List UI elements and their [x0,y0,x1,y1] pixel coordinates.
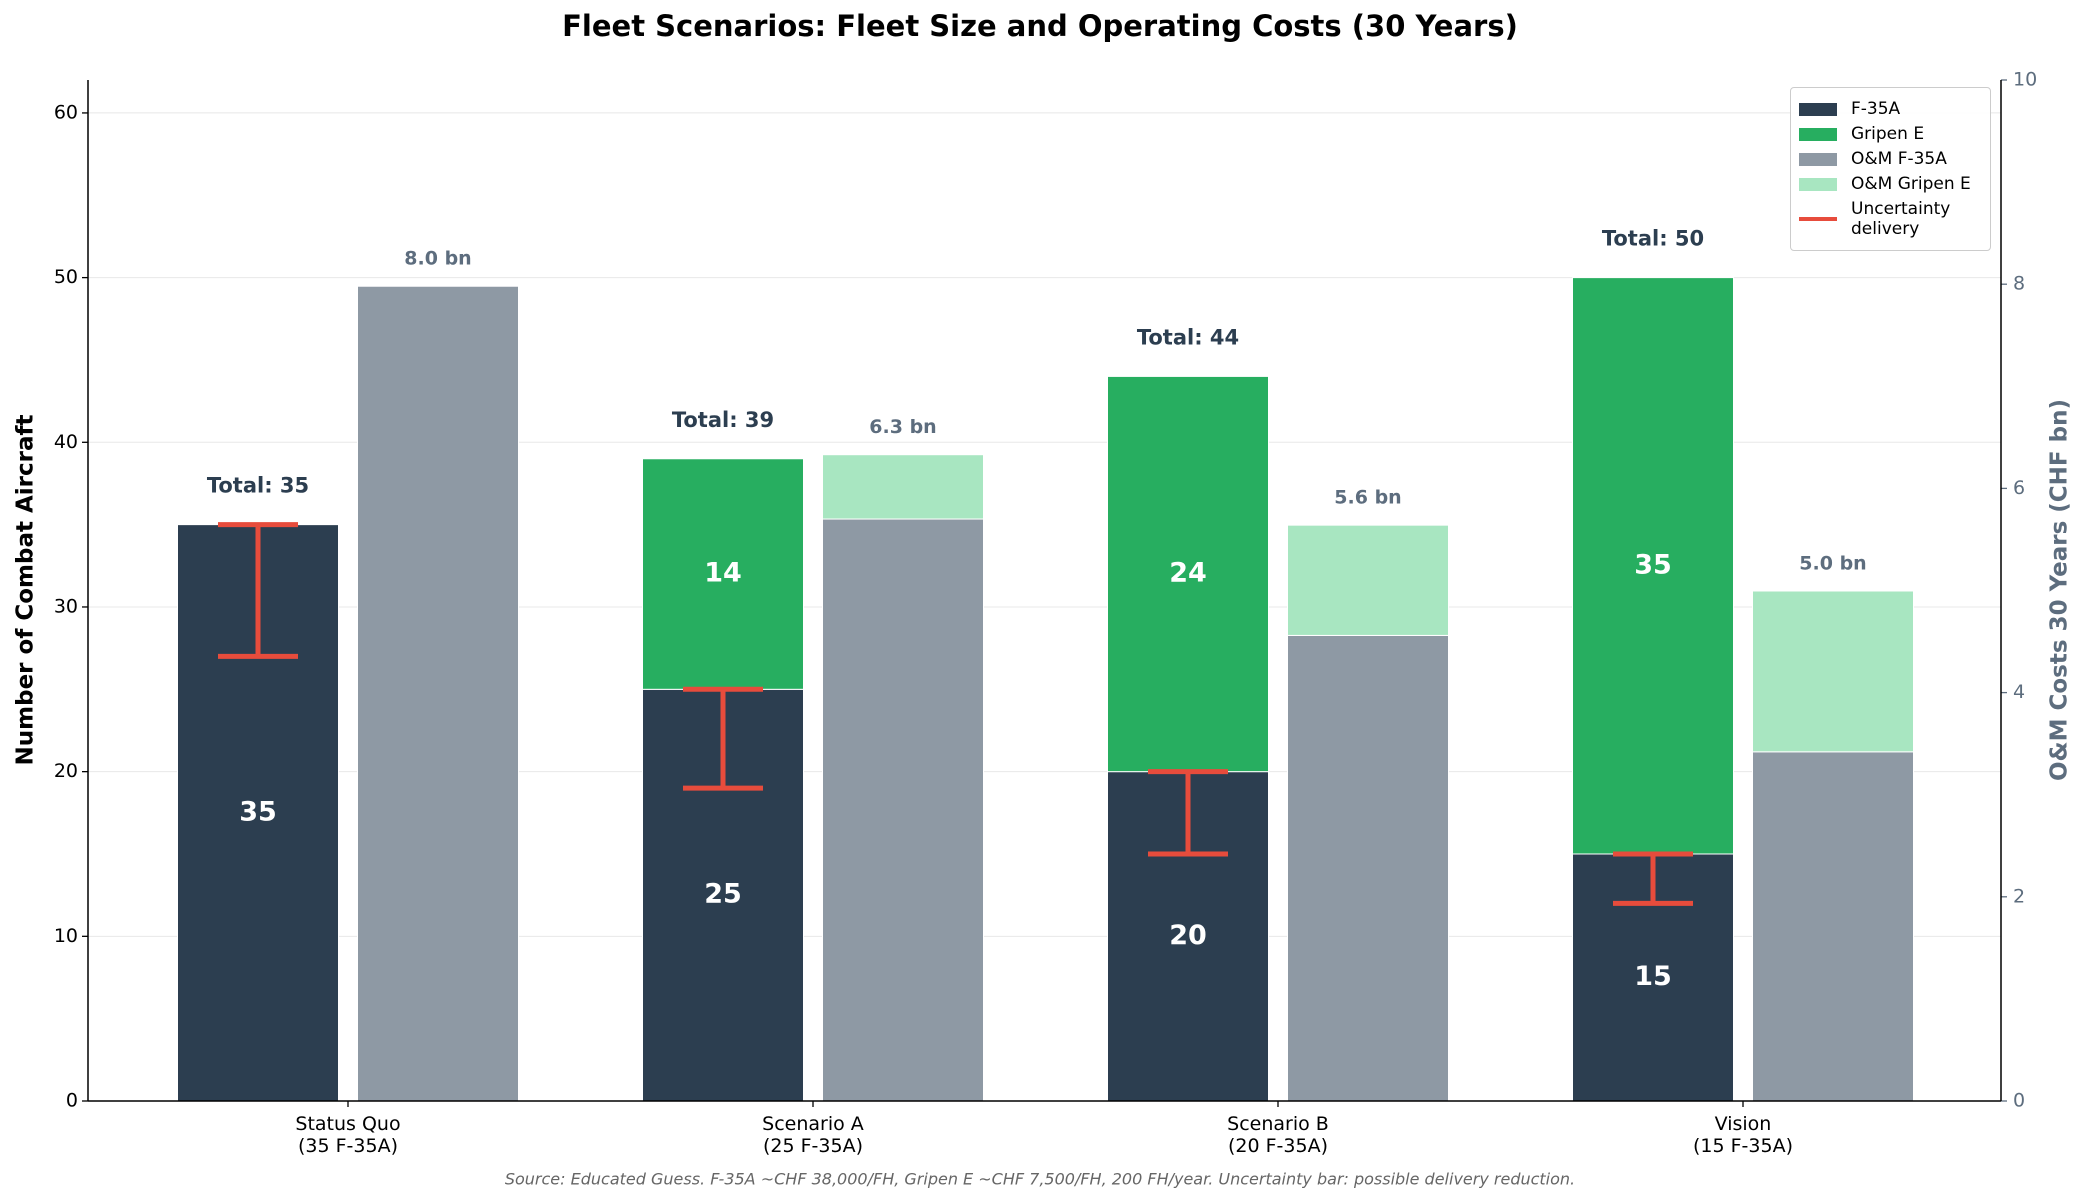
x-tick-label: Scenario B (20 F-35A) [1227,1113,1329,1157]
y-tick-label: 40 [54,431,78,453]
legend-swatch [1799,177,1837,191]
legend-label: Gripen E [1851,124,1925,144]
y2-tick-label: 2 [2013,885,2025,907]
legend: F-35A Gripen E O&M F-35A O&M Gripen E Uncert… [1790,87,1991,251]
bar [642,458,804,690]
y-tick-label: 0 [66,1090,78,1112]
bar-value-label: 24 [1169,558,1207,589]
total-label: Total: 50 [1602,227,1704,251]
source-note: Source: Educated Guess. F-35A ~CHF 38,00… [505,1170,1575,1189]
bar-value-label: 25 [704,879,742,910]
legend-item: F-35A [1799,99,1982,119]
y2-axis-label: O&M Costs 30 Years (CHF bn) [2047,399,2073,781]
legend-item: Uncertainty delivery [1799,199,1982,239]
legend-swatch [1799,152,1837,166]
error-bar [1148,769,1228,857]
legend-swatch [1799,127,1837,141]
bar [1752,751,1914,1102]
y-tick-label: 10 [54,925,78,947]
y2-tick-label: 10 [2013,69,2037,91]
legend-label: O&M Gripen E [1851,174,1971,194]
error-bar [1613,851,1693,906]
y-tick-label: 30 [54,595,78,617]
bar [822,518,984,1102]
y2-tick-label: 6 [2013,477,2025,499]
legend-item: O&M Gripen E [1799,174,1982,194]
om-total-label: 5.6 bn [1334,487,1401,509]
y-tick-label: 50 [54,266,78,288]
error-bar [218,522,298,659]
om-total-label: 5.0 bn [1799,553,1866,575]
bar-value-label: 14 [704,558,742,589]
legend-item: Gripen E [1799,124,1982,144]
total-label: Total: 44 [1137,325,1239,349]
chart-title: Fleet Scenarios: Fleet Size and Operatin… [562,9,1518,43]
x-tick-label: Scenario A (25 F-35A) [762,1113,864,1157]
bar [1287,634,1449,1102]
x-tick-label: Vision (15 F-35A) [1692,1113,1793,1157]
bar [1752,590,1914,753]
om-total-label: 8.0 bn [404,248,471,270]
legend-swatch [1799,217,1837,221]
y-tick-label: 20 [54,760,78,782]
bar-value-label: 15 [1634,961,1672,992]
bar [1572,277,1734,855]
bar [1287,524,1449,636]
om-total-label: 6.3 bn [869,416,936,438]
legend-label: Uncertainty delivery [1851,199,1951,239]
bar-value-label: 20 [1169,920,1207,951]
legend-label: O&M F-35A [1851,149,1947,169]
bar-value-label: 35 [239,796,277,827]
bar [1107,375,1269,773]
y-tick-label: 60 [54,101,78,123]
total-label: Total: 39 [672,408,774,432]
bar-value-label: 35 [1634,549,1672,580]
legend-item: O&M F-35A [1799,149,1982,169]
legend-label: F-35A [1851,99,1901,119]
y-axis-label: Number of Combat Aircraft [13,415,39,766]
legend-swatch [1799,102,1837,116]
x-tick-label: Status Quo (35 F-35A) [295,1113,401,1157]
total-label: Total: 35 [207,474,309,498]
error-bar [683,686,763,791]
bar [357,285,519,1102]
bar [822,454,984,520]
y2-tick-label: 0 [2013,1090,2025,1112]
y2-tick-label: 8 [2013,273,2025,295]
y2-tick-label: 4 [2013,681,2025,703]
